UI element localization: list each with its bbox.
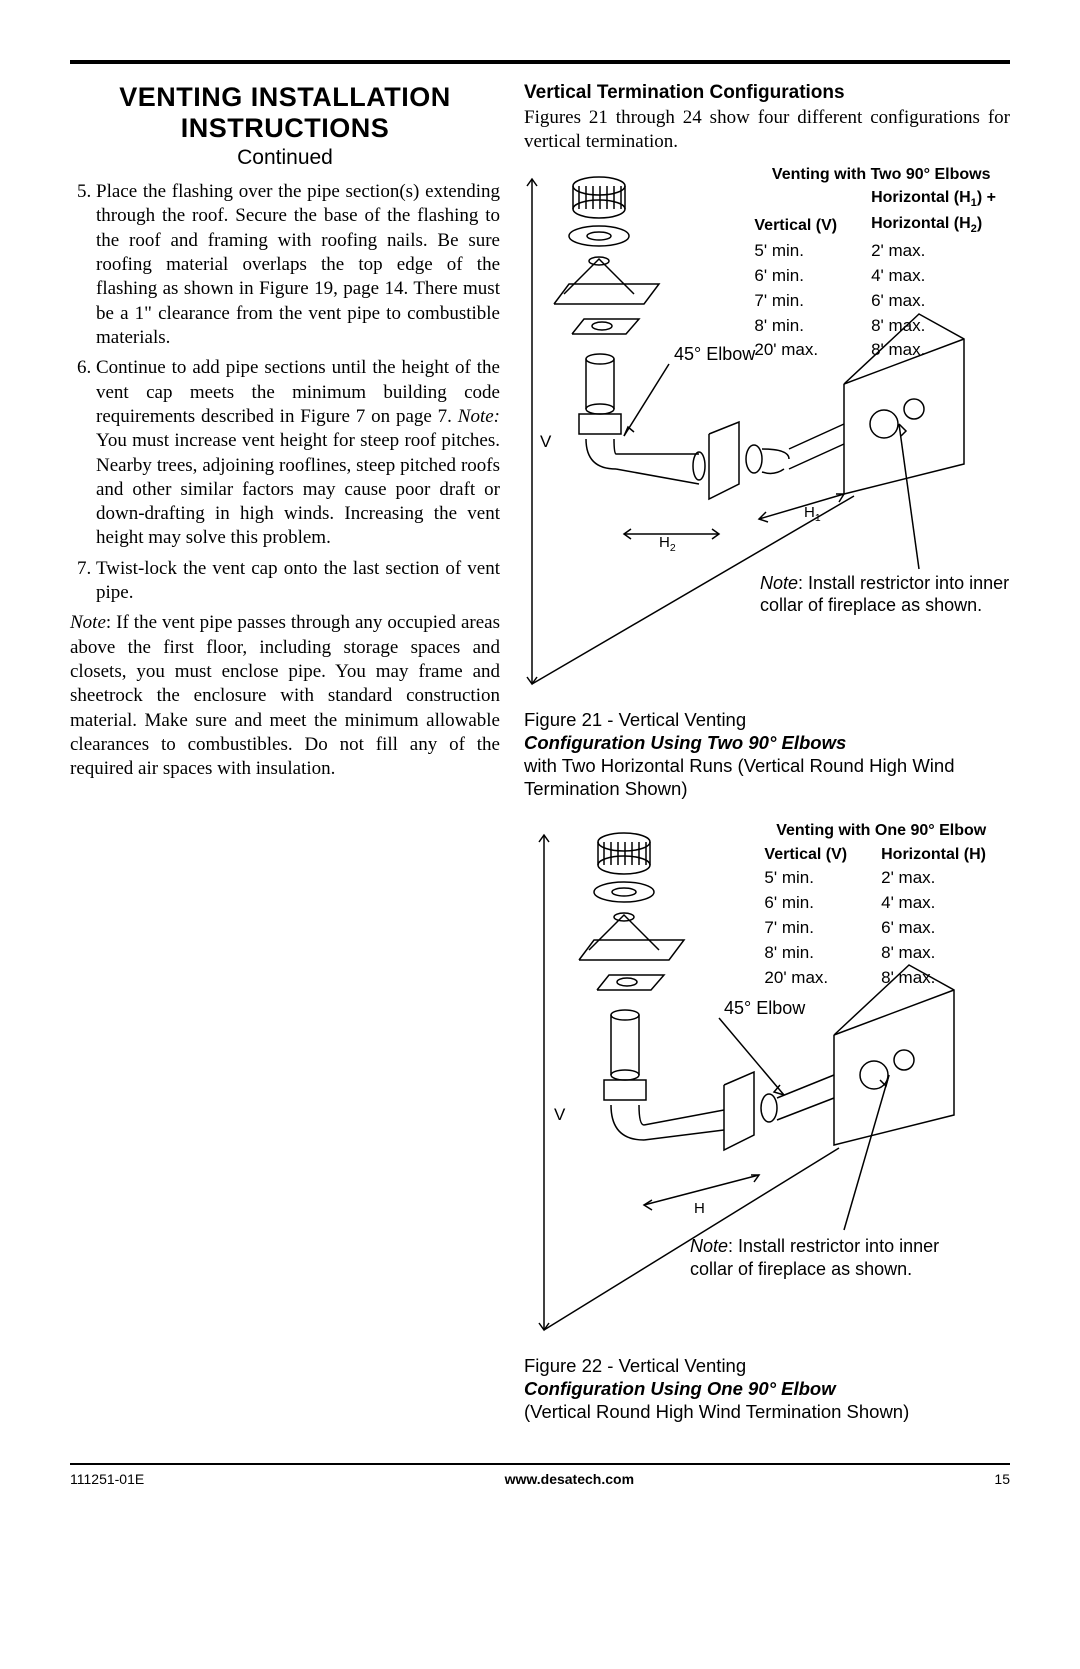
table-row: 7' min.6' max. xyxy=(754,290,1008,313)
continued-label: Continued xyxy=(70,146,500,170)
figure-21-diagram: V H1 H2 45° Elbow Venting with Two 90° E… xyxy=(524,164,1010,704)
page: VENTING INSTALLATION INSTRUCTIONS Contin… xyxy=(0,0,1080,1517)
page-number: 15 xyxy=(994,1471,1010,1487)
doc-id: 111251-01E xyxy=(70,1471,144,1487)
fig21-restrictor-note: Note: Install restrictor into inner coll… xyxy=(760,572,1010,617)
fig21-h1-label: H1 xyxy=(804,504,821,524)
step-7: Twist-lock the vent cap onto the last se… xyxy=(96,557,500,606)
fig21-note-label: Note xyxy=(760,573,798,593)
step-5: Place the flashing over the pipe section… xyxy=(96,180,500,350)
table-row: 6' min.4' max. xyxy=(764,892,998,915)
fig22-v-label: V xyxy=(554,1105,565,1125)
fig21-caption-2: with Two Horizontal Runs (Vertical Round… xyxy=(524,755,955,799)
fig22-caption-1: Figure 22 - Vertical Venting xyxy=(524,1355,746,1376)
fig21-note-text: : Install restrictor into inner collar o… xyxy=(760,573,1009,616)
body-note-label: Note xyxy=(70,612,106,633)
fig22-restrictor-note: Note: Install restrictor into inner coll… xyxy=(690,1235,980,1280)
fig22-note-label: Note xyxy=(690,1236,728,1256)
fig22-col2-header: Horizontal (H) xyxy=(861,844,998,866)
two-column-layout: VENTING INSTALLATION INSTRUCTIONS Contin… xyxy=(70,82,1010,1443)
fig21-col1-header: Vertical (V) xyxy=(754,213,849,237)
fig21-caption: Figure 21 - Vertical Venting Configurati… xyxy=(524,708,1010,801)
fig21-col2-header-top: Horizontal (H1) + xyxy=(851,187,1008,211)
footer: 111251-01E www.desatech.com 15 xyxy=(70,1463,1010,1487)
title-line-1: VENTING INSTALLATION xyxy=(119,82,450,112)
top-rule xyxy=(70,60,1010,64)
main-title: VENTING INSTALLATION INSTRUCTIONS xyxy=(70,82,500,144)
fig21-elbow-label: 45° Elbow xyxy=(674,344,755,365)
fig22-caption-emph: Configuration Using One 90° Elbow xyxy=(524,1378,836,1399)
fig22-elbow-label: 45° Elbow xyxy=(724,998,805,1019)
body-note-text: : If the vent pipe passes through any oc… xyxy=(70,612,500,779)
fig21-table-title: Venting with Two 90° Elbows xyxy=(752,164,1010,186)
fig21-caption-emph: Configuration Using Two 90° Elbows xyxy=(524,732,846,753)
table-row: 20' max.8' max. xyxy=(764,967,998,990)
table-row: 6' min.4' max. xyxy=(754,265,1008,288)
step-6-note-label: Note: xyxy=(458,406,500,427)
table-row: 7' min.6' max. xyxy=(764,917,998,940)
fig22-note-text: : Install restrictor into inner collar o… xyxy=(690,1236,939,1279)
fig21-spec-table: Venting with Two 90° Elbows Horizontal (… xyxy=(752,164,1010,365)
fig21-v-label: V xyxy=(540,432,551,452)
section-heading: Vertical Termination Configurations xyxy=(524,82,1010,104)
fig22-col1-header: Vertical (V) xyxy=(764,844,859,866)
right-column: Vertical Termination Configurations Figu… xyxy=(524,82,1010,1443)
step-6-post: You must increase vent height for steep … xyxy=(96,430,500,548)
table-row: 8' min.8' max. xyxy=(754,315,1008,338)
table-row: 5' min.2' max. xyxy=(754,240,1008,263)
fig22-caption: Figure 22 - Vertical Venting Configurati… xyxy=(524,1354,1010,1423)
figure-22-block: V H 45° Elbow Venting with One 90° Elbow… xyxy=(524,820,1010,1423)
instruction-list: Place the flashing over the pipe section… xyxy=(70,180,500,605)
intro-text: Figures 21 through 24 show four differen… xyxy=(524,106,1010,154)
table-row: 8' min.8' max. xyxy=(764,942,998,965)
fig21-h2-label: H2 xyxy=(659,534,676,554)
fig22-caption-2: (Vertical Round High Wind Termination Sh… xyxy=(524,1401,909,1422)
table-row: 20' max.8' max. xyxy=(754,339,1008,362)
body-note: Note: If the vent pipe passes through an… xyxy=(70,611,500,781)
fig22-h-label: H xyxy=(694,1200,705,1217)
fig21-caption-1: Figure 21 - Vertical Venting xyxy=(524,709,746,730)
fig22-spec-table: Venting with One 90° Elbow Vertical (V) … xyxy=(762,820,1000,992)
step-6-pre: Continue to add pipe sections until the … xyxy=(96,357,500,427)
figure-22-diagram: V H 45° Elbow Venting with One 90° Elbow… xyxy=(524,820,1010,1350)
title-line-2: INSTRUCTIONS xyxy=(181,113,390,143)
fig22-table-title: Venting with One 90° Elbow xyxy=(762,820,1000,842)
left-column: VENTING INSTALLATION INSTRUCTIONS Contin… xyxy=(70,82,500,1443)
fig21-col2-header-bot: Horizontal (H2) xyxy=(851,213,1008,237)
footer-url: www.desatech.com xyxy=(505,1471,634,1487)
table-row: 5' min.2' max. xyxy=(764,867,998,890)
step-6: Continue to add pipe sections until the … xyxy=(96,356,500,551)
figure-21-block: V H1 H2 45° Elbow Venting with Two 90° E… xyxy=(524,164,1010,801)
